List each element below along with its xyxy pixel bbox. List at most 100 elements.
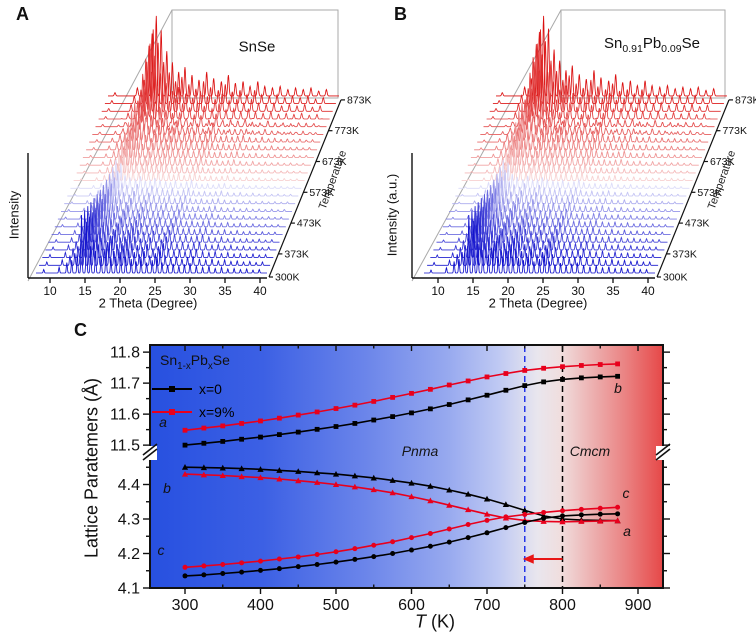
series-c-x-0--marker (503, 525, 509, 531)
series-a-x-0--marker (427, 406, 433, 412)
series-a-x-0--marker (220, 439, 226, 444)
series-b-x-9--marker (257, 474, 264, 481)
series-a-x-0--marker (182, 442, 188, 448)
series-b-x-9--marker (351, 483, 358, 490)
y-tick-label: 11.5 (110, 438, 140, 455)
panel-a-x-tick-label: 15 (78, 284, 92, 298)
panel-b-xrd-curve-300K (424, 214, 655, 274)
curve-label-b-left: b (163, 480, 171, 496)
panel-b-temp-tick-label: 873K (735, 94, 756, 106)
series-c-x-0--marker (409, 547, 414, 553)
panel-a-x-tick-label: 35 (218, 284, 232, 298)
series-b-x-9--marker (332, 481, 340, 487)
x-tick-label: 600 (398, 597, 425, 614)
series-a-x-9--marker (446, 382, 452, 388)
series-b-x-0--marker (351, 472, 358, 479)
y-tick-label: 4.2 (118, 546, 140, 563)
series-a-x-9--marker (615, 361, 621, 367)
series-a-x-9--marker (182, 427, 188, 433)
series-b-x-0--marker (219, 464, 226, 471)
series-b-x-0--marker (521, 507, 528, 513)
panel-c-frame (149, 344, 664, 589)
series-c-x-9--marker (201, 563, 207, 569)
series-c-x-9--marker (333, 549, 339, 555)
y-tick-label: 11.6 (110, 407, 140, 424)
series-c-x-0--marker (239, 569, 245, 575)
series-b-x-0--line (184, 466, 618, 522)
panel-a-temp-tick-label: 673K (322, 156, 347, 168)
curve-label-c-right: c (622, 485, 630, 501)
panel-a-x-tick-label: 30 (183, 284, 197, 298)
panel-b-xrd-curve-748K (480, 102, 712, 135)
panel-c-letter: C (74, 320, 87, 340)
series-b-x-0--marker (446, 486, 453, 493)
series-c-x-0--marker (427, 543, 433, 549)
waterfall-plots-svg: 10 15 20 25 30 35 40 300K 373K 473K 573K 673K 773K 87… (27, 9, 756, 298)
series-b-x-0--marker (408, 479, 415, 486)
series-b-x-9--marker (597, 517, 604, 524)
series-a-x-0--marker (390, 414, 396, 420)
series-b-x-9--marker (389, 489, 396, 496)
axis-break-mark (655, 448, 671, 461)
panel-b-temp-tick-label: 773K (722, 125, 747, 137)
series-c-x-9--marker (427, 530, 433, 536)
legend-item: x=0 (152, 380, 234, 397)
phase-gradient-background (150, 345, 663, 588)
panel-b-y-axis-label: Intensity (a.u.) (384, 173, 400, 257)
panel-a-xrd-curve-398K (48, 198, 280, 243)
series-a-x-0--marker (541, 379, 547, 385)
legend-marker-line (152, 385, 192, 392)
series-a-x-0--marker (352, 421, 358, 426)
series-c-x-9--marker (371, 542, 377, 548)
panel-b-xrd-curve-723K (477, 102, 709, 143)
legend-item: x=9% (152, 404, 234, 420)
series-c-x-9--marker (182, 564, 188, 570)
phase-label-cmcm: Cmcm (569, 443, 611, 459)
legend-marker-square (169, 408, 175, 415)
series-a-x-0--marker (371, 417, 377, 423)
panel-b-xrd-curve-473K (445, 184, 677, 220)
series-a-x-9--marker (295, 412, 301, 418)
series-a-x-9--marker (390, 394, 396, 400)
panel-a-x-tick-label: 20 (113, 284, 127, 298)
panel-b-x-tick-label: 35 (606, 284, 620, 298)
series-c-x-0--marker (371, 554, 377, 560)
series-a-x-0--marker (615, 373, 621, 379)
series-a-x-0--marker (503, 387, 509, 393)
series-a-x-9--marker (201, 425, 207, 431)
series-a-x-9--marker (276, 415, 282, 421)
series-a-x-9--marker (409, 390, 414, 396)
series-c-x-9--marker (560, 508, 565, 514)
series-a-x-9--marker (371, 399, 377, 404)
panel-c-legend: Sn1-xPbxSe x=0 x=9% (152, 352, 234, 420)
x-tick-label: 400 (247, 597, 274, 614)
series-c-x-9--marker (409, 535, 414, 541)
panel-a-x-axis-label: 2 Theta (Degree) (98, 295, 198, 311)
panel-a-temp-tick-label: 573K (309, 187, 334, 199)
panel-a-title: SnSe (238, 38, 276, 56)
panel-b-xrd-curve-623K (464, 142, 696, 174)
series-a-x-9--marker (258, 418, 263, 424)
panel-b-xrd-curve-648K (467, 132, 699, 166)
panel-a-y-axis-label: Intensity (6, 190, 22, 240)
series-a-x-0--marker (314, 426, 320, 432)
series-c-x-0--marker (220, 571, 226, 577)
legend-item-label: x=0 (199, 380, 222, 397)
series-a-x-9--marker (522, 368, 528, 373)
series-a-x-0--marker (484, 392, 490, 398)
series-c-x-0--marker (333, 559, 339, 565)
panel-b-x-tick-label: 10 (431, 284, 445, 298)
series-b-x-0--marker (483, 495, 491, 502)
series-b-x-0--marker (389, 477, 396, 483)
y-tick-label: 4.3 (118, 512, 140, 529)
series-c-x-9--marker (390, 539, 396, 545)
panel-a-letter: A (16, 4, 29, 24)
series-b-x-0--marker (332, 470, 340, 477)
axis-break-mark (142, 448, 158, 461)
series-b-x-9--line (184, 473, 618, 523)
series-c-x-0--marker (541, 515, 547, 521)
panel-b-xrd-curve-673K (470, 122, 702, 158)
series-a-x-0--marker (522, 383, 528, 389)
series-b-x-9--marker (614, 517, 621, 524)
series-c-x-0--marker (201, 572, 207, 578)
